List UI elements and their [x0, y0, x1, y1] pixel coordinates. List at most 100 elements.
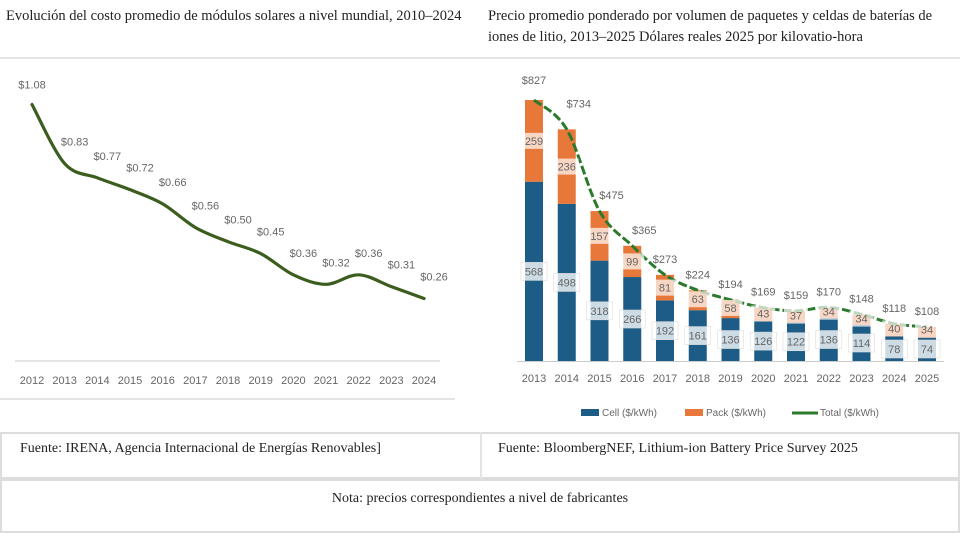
- x-tick-label: 2015: [587, 373, 611, 385]
- x-tick-label: 2013: [522, 373, 546, 385]
- pack-data-label: 99: [626, 256, 638, 268]
- data-label: $0.26: [420, 271, 448, 283]
- cell-data-label: 136: [820, 335, 838, 347]
- source-right: Fuente: BloombergNEF, Lithium-ion Batter…: [498, 441, 858, 456]
- x-tick-label: 2016: [150, 375, 174, 387]
- x-tick-label: 2020: [281, 375, 305, 387]
- x-tick-label: 2020: [751, 373, 775, 385]
- battery-bar-chart: 2013 2014 2015 2016 2017 2018 2019 2020 2021 2022…: [517, 75, 944, 419]
- x-tick-label: 2024: [412, 375, 436, 387]
- cell-data-label: 136: [721, 335, 739, 347]
- pack-data-label: 58: [724, 303, 736, 315]
- data-label: $0.36: [290, 248, 318, 260]
- cell-label-box: [651, 321, 679, 341]
- data-label: $0.36: [355, 248, 383, 260]
- total-data-label: $273: [653, 254, 677, 266]
- data-label: $0.50: [224, 215, 252, 227]
- cell-data-label: 74: [921, 344, 933, 356]
- solar-line-chart: 2012 2013 2014 2015 2016 2017 2018 2019 2020 2021…: [15, 79, 448, 387]
- pack-label-box: [718, 299, 743, 316]
- x-tick-label: 2013: [52, 375, 76, 387]
- cell-label-box: [815, 330, 843, 349]
- cell-data-label: 126: [754, 336, 772, 348]
- data-label: $0.83: [61, 137, 89, 149]
- x-tick-label: 2014: [555, 373, 579, 385]
- divider: [480, 432, 482, 479]
- pack-data-label: 236: [558, 162, 576, 174]
- pack-data-label: 63: [692, 294, 704, 306]
- x-tick-label: 2022: [346, 375, 370, 387]
- pack-data-label: 37: [790, 311, 802, 323]
- x-tick-label: 2024: [882, 373, 906, 385]
- total-data-label: $118: [882, 303, 906, 315]
- pack-label-box: [554, 158, 579, 175]
- x-tick-label: 2017: [653, 373, 677, 385]
- total-data-label: $159: [784, 290, 808, 302]
- pack-data-label: 34: [921, 325, 933, 337]
- data-label: $0.45: [257, 227, 285, 239]
- solar-chart-title: Evolución del costo promedio de módulos …: [6, 8, 462, 24]
- cell-label-box: [553, 273, 581, 292]
- cell-label-box: [586, 301, 613, 321]
- pack-label-box: [587, 227, 612, 244]
- data-label: $0.32: [322, 257, 350, 269]
- pack-data-label: 157: [590, 231, 608, 243]
- pack-label-box: [685, 291, 710, 308]
- legend-cell-swatch: [581, 409, 599, 416]
- pack-data-label: 34: [855, 314, 867, 326]
- divider: [0, 57, 960, 59]
- pack-label-box: [882, 320, 907, 337]
- cell-label-box: [848, 333, 875, 353]
- cell-label-box: [880, 339, 908, 359]
- total-data-label: $734: [567, 98, 591, 110]
- cell-data-label: 114: [853, 338, 871, 350]
- x-tick-label: 2023: [379, 375, 403, 387]
- charts-canvas: 2012 2013 2014 2015 2016 2017 2018 2019 2020 2021…: [15, 75, 944, 419]
- pack-data-label: 43: [757, 308, 769, 320]
- legend-cell-label: Cell ($/kWh): [602, 408, 657, 419]
- cell-data-label: 568: [525, 266, 543, 278]
- x-tick-label: 2021: [314, 375, 338, 387]
- cell-data-label: 161: [689, 331, 707, 343]
- pack-data-label: 259: [525, 136, 543, 148]
- x-tick-label: 2022: [817, 373, 841, 385]
- legend-pack-swatch: [685, 409, 703, 416]
- note-row: [0, 479, 960, 533]
- cell-data-label: 318: [590, 306, 608, 318]
- x-tick-label: 2018: [216, 375, 240, 387]
- x-tick-label: 2018: [686, 373, 710, 385]
- cell-data-label: 122: [787, 337, 805, 349]
- pack-data-label: 40: [888, 323, 900, 335]
- x-tick-label: 2019: [718, 373, 742, 385]
- total-data-label: $475: [599, 190, 623, 202]
- x-tick-label: 2017: [183, 375, 207, 387]
- battery-chart-title: Precio promedio ponderado por volumen de…: [488, 8, 933, 45]
- cell-label-box: [749, 331, 777, 351]
- cell-label-box: [520, 262, 548, 281]
- x-tick-label: 2023: [849, 373, 873, 385]
- data-label: $0.72: [126, 163, 154, 175]
- cell-label-box: [717, 330, 744, 349]
- cell-label-box: [684, 326, 712, 345]
- pack-label-box: [816, 303, 841, 320]
- total-data-label: $194: [718, 279, 742, 291]
- note-text: Nota: precios correspondientes a nivel d…: [331, 491, 629, 506]
- x-tick-label: 2012: [20, 375, 44, 387]
- data-label: $0.56: [192, 201, 220, 213]
- x-tick-label: 2014: [85, 375, 109, 387]
- total-data-label: $170: [817, 286, 841, 298]
- pack-label-box: [751, 305, 776, 322]
- pack-data-label: 34: [823, 307, 835, 319]
- data-label: $0.66: [159, 177, 187, 189]
- cell-label-box: [618, 309, 646, 329]
- cell-data-label: 498: [558, 277, 576, 289]
- data-label: $0.77: [94, 151, 122, 163]
- source-left: Fuente: IRENA, Agencia Internacional de …: [20, 441, 381, 456]
- total-data-label: $365: [632, 225, 656, 237]
- solar-cost-line: [30, 102, 426, 301]
- pack-label-box: [653, 279, 677, 296]
- total-data-label: $827: [522, 75, 546, 87]
- x-tick-label: 2025: [915, 373, 939, 385]
- total-data-label: $148: [849, 293, 873, 305]
- x-tick-label: 2015: [118, 375, 142, 387]
